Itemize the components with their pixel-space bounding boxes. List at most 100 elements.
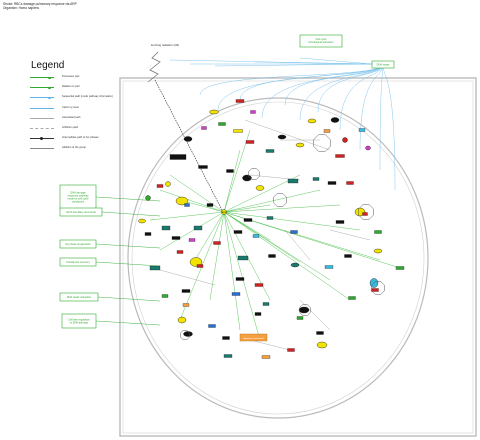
gene-product-node[interactable] [235,277,245,281]
gene-product-node[interactable] [262,302,270,306]
gene-product-node[interactable] [222,336,230,340]
gene-product-node[interactable] [144,232,152,236]
gene-product-node[interactable] [395,266,405,270]
gene-product-node[interactable] [348,296,356,300]
protein-complex-node[interactable] [307,118,317,124]
complex-group [313,134,331,152]
legend-label: Associated path [62,115,81,119]
gene-product-node[interactable] [156,184,164,188]
phenotype-box[interactable] [59,207,103,217]
gene-product-node[interactable] [233,230,243,234]
gene-product-node[interactable] [250,110,256,114]
gene-product-node[interactable] [245,140,255,144]
interaction-edge [223,211,361,231]
gene-product-node[interactable] [362,212,368,216]
protein-complex-node[interactable] [365,145,371,151]
protein-complex-node[interactable] [316,341,328,349]
gene-product-node[interactable] [171,236,181,240]
gene-product-node[interactable] [324,265,334,269]
protein-complex-node[interactable] [165,181,171,187]
gene-product-node[interactable] [184,203,190,207]
gene-product-node[interactable] [206,203,214,207]
gene-product-node[interactable] [335,154,345,158]
gene-product-node[interactable] [312,177,320,181]
gene-product-node[interactable] [254,312,262,316]
gene-product-node[interactable] [327,181,337,185]
gene-product-node[interactable] [208,324,216,328]
protein-complex-node[interactable] [221,209,227,215]
gene-product-node[interactable] [287,178,299,184]
protein-complex-node[interactable] [242,174,252,182]
gene-product-node[interactable] [358,128,366,132]
gene-product-node[interactable] [161,225,171,231]
protein-complex-node[interactable] [138,218,146,224]
gene-product-node[interactable] [231,292,241,296]
gene-product-node[interactable] [181,289,191,293]
gene-product-node[interactable] [335,220,345,224]
interaction-edge [223,211,351,301]
gene-product-node[interactable] [243,218,253,222]
gene-product-node[interactable] [252,234,260,238]
phenotype-box[interactable] [59,184,97,210]
gene-product-node[interactable] [169,154,187,160]
protein-complex-node[interactable] [277,134,287,140]
gene-product-node[interactable] [201,126,207,130]
protein-complex-node[interactable] [183,331,193,337]
protein-complex-node[interactable] [255,185,265,191]
protein-complex-node[interactable] [330,117,340,123]
gene-product-node[interactable] [176,250,184,254]
gene-product-node[interactable] [188,238,196,242]
protein-complex-node[interactable] [183,136,193,142]
gene-product-node[interactable] [316,331,324,335]
protein-complex-node[interactable] [290,262,300,268]
protein-complex-node[interactable] [373,248,383,254]
gene-product-node[interactable] [182,303,190,307]
gene-product-node[interactable] [226,169,234,173]
phenotype-box[interactable] [61,313,97,329]
gene-product-node[interactable] [374,230,382,234]
gene-product-node[interactable] [218,122,226,126]
interaction-edge [159,189,225,213]
gene-product-node[interactable] [290,230,298,234]
gene-product-node[interactable] [149,265,161,271]
protein-complex-node[interactable] [177,316,187,324]
gene-product-node[interactable] [223,354,233,358]
protein-complex-node[interactable] [189,257,203,267]
gene-product-node[interactable] [371,288,379,292]
gene-product-node[interactable] [193,225,203,231]
gene-product-node[interactable] [254,283,264,287]
interaction-edge [223,174,301,213]
protein-complex-node[interactable] [209,109,219,115]
gene-product-node[interactable] [346,181,354,185]
gene-product-node[interactable] [235,99,245,103]
gene-product-node[interactable] [161,294,169,298]
gene-product-node[interactable] [296,316,304,320]
gene-product-node[interactable] [323,129,331,133]
gene-product-node[interactable] [213,241,221,245]
phenotype-box[interactable] [59,292,99,302]
cell-cycle-box[interactable] [299,34,343,48]
apoptosis-node[interactable] [239,333,268,342]
gene-product-node[interactable] [261,355,271,359]
protein-complex-node[interactable] [295,142,305,148]
gene-product-node[interactable] [198,165,208,169]
gene-product-node[interactable] [237,255,249,261]
gene-product-node[interactable] [287,348,295,352]
interaction-edge [149,211,225,221]
gene-product-node[interactable] [233,129,243,133]
gene-product-node[interactable] [268,254,276,258]
phenotype-box[interactable] [59,239,97,249]
phenotype-box[interactable] [59,257,97,267]
gene-product-node[interactable] [266,216,274,220]
gene-product-node[interactable] [344,254,352,258]
protein-complex-node[interactable] [145,195,151,201]
dna-repair-box[interactable] [371,60,395,69]
protein-complex-node[interactable] [298,306,310,314]
protein-complex-node[interactable] [342,137,348,143]
association-edge [249,339,291,351]
gene-product-node[interactable] [265,149,275,153]
interaction-edge [223,204,341,213]
gene-product-node[interactable] [196,264,204,268]
protein-complex-node[interactable] [175,196,189,206]
legend-title: Legend [31,60,65,71]
